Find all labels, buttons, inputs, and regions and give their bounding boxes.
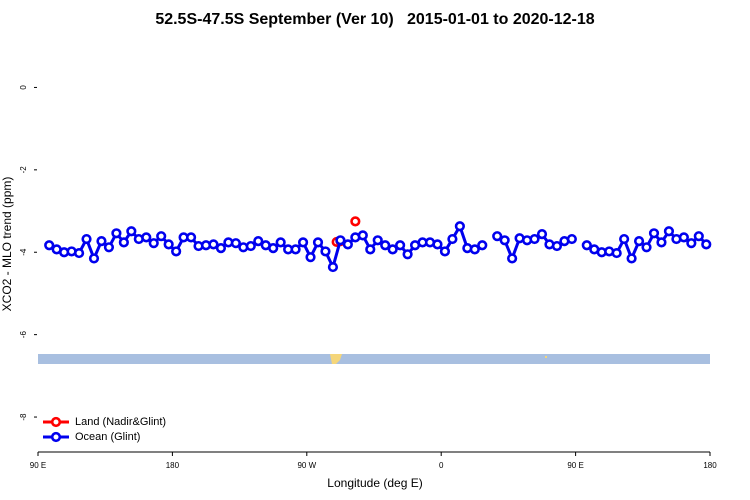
y-tick-label: 0 — [19, 85, 28, 90]
point — [44, 240, 55, 251]
point — [335, 235, 346, 246]
point — [118, 237, 129, 248]
point — [73, 247, 85, 259]
y-tick-label: -2 — [19, 166, 28, 174]
point — [365, 244, 376, 255]
y-axis-label: XCO2 - MLO trend (ppm) — [0, 177, 14, 312]
point — [439, 246, 451, 257]
point — [395, 240, 406, 251]
point — [536, 229, 548, 240]
land-strip — [330, 354, 342, 364]
point — [103, 242, 115, 253]
point — [305, 252, 316, 263]
point — [387, 244, 398, 255]
point — [507, 253, 518, 264]
point — [320, 246, 331, 257]
x-tick-label: 0 — [439, 461, 444, 470]
point — [350, 216, 361, 227]
legend-label: Land (Nadir&Glint) — [75, 416, 166, 428]
point — [447, 233, 458, 245]
x-tick-label: 180 — [166, 461, 180, 470]
point — [230, 238, 241, 249]
point — [148, 238, 159, 249]
point — [275, 237, 286, 248]
point — [663, 226, 675, 237]
point — [477, 240, 488, 251]
point — [208, 239, 219, 250]
land-strip — [545, 356, 547, 358]
point — [245, 240, 256, 252]
point — [619, 233, 630, 245]
point — [81, 233, 92, 245]
chart-title: 52.5S-47.5S September (Ver 10) 2015-01-0… — [155, 11, 594, 28]
y-tick-label: -6 — [19, 331, 28, 339]
x-tick-label: 90 E — [30, 461, 46, 470]
point — [656, 237, 667, 248]
point — [551, 240, 563, 252]
point — [215, 243, 227, 254]
point — [641, 242, 652, 253]
legend-label: Ocean (Glint) — [75, 431, 140, 443]
point — [678, 232, 689, 243]
point — [290, 244, 301, 255]
point — [372, 235, 383, 246]
point — [268, 243, 279, 254]
point — [581, 240, 592, 251]
point — [529, 233, 540, 245]
point — [611, 247, 622, 259]
point — [380, 240, 391, 251]
point — [499, 235, 510, 246]
x-tick-label: 90 W — [297, 461, 316, 470]
point — [312, 237, 324, 248]
ocean-strip — [38, 354, 710, 364]
point — [327, 261, 339, 273]
point — [185, 232, 197, 243]
x-tick-label: 180 — [703, 461, 717, 470]
point — [297, 237, 309, 248]
point — [402, 249, 413, 260]
point — [126, 226, 137, 237]
point — [96, 236, 107, 247]
point — [171, 246, 182, 257]
point — [342, 239, 353, 250]
point — [253, 236, 264, 247]
y-tick-label: -4 — [19, 248, 28, 256]
y-tick-label: -8 — [19, 413, 28, 421]
point — [469, 244, 480, 255]
point — [454, 221, 465, 232]
x-axis-label: Longitude (deg E) — [327, 476, 422, 490]
point — [432, 239, 443, 250]
map-strip — [38, 354, 710, 364]
point — [88, 253, 100, 264]
legend-swatch — [50, 431, 62, 443]
legend-swatch — [50, 416, 62, 428]
point — [686, 238, 697, 249]
point — [141, 232, 152, 243]
point — [111, 228, 122, 239]
point — [648, 228, 660, 239]
point — [163, 239, 174, 250]
point — [492, 231, 503, 242]
point — [626, 253, 637, 264]
x-tick-label: 90 E — [567, 461, 583, 470]
point — [566, 233, 577, 245]
point — [357, 230, 368, 241]
point — [156, 231, 167, 242]
point — [701, 239, 712, 250]
point — [693, 231, 704, 242]
point — [633, 236, 645, 247]
